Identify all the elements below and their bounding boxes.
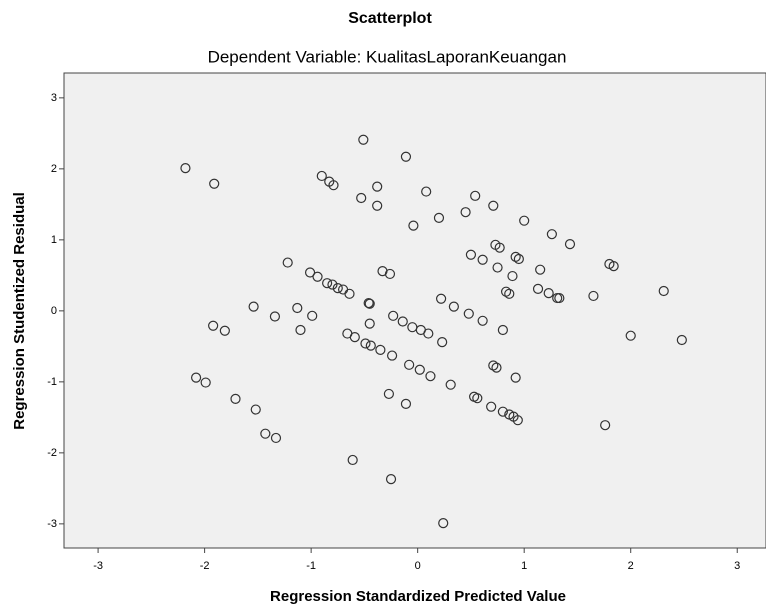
x-tick-label: 0 [415,560,421,572]
x-tick-label: 2 [628,560,634,572]
chart: Scatterplot Dependent Variable: Kualitas… [0,0,766,609]
y-tick-label: 1 [51,234,57,246]
y-tick-label: 2 [51,163,57,175]
x-tick-label: 1 [521,560,527,572]
y-tick-label: -3 [47,518,57,530]
x-tick-label: 3 [734,560,740,572]
page: Scatterplot Dependent Variable: Kualitas… [0,0,766,609]
x-axis-label: Regression Standardized Predicted Value [270,588,566,605]
y-axis-label: Regression Studentized Residual [11,192,28,430]
chart-subtitle: Dependent Variable: KualitasLaporanKeuan… [208,47,567,66]
plot-area [64,73,766,548]
x-tick-label: -3 [93,560,103,572]
y-tick-label: -2 [47,447,57,459]
chart-title: Scatterplot [348,10,432,27]
x-tick-label: -1 [306,560,316,572]
y-tick-label: 0 [51,305,57,317]
y-tick-label: -1 [47,376,57,388]
y-tick-label: 3 [51,92,57,104]
x-tick-label: -2 [200,560,210,572]
